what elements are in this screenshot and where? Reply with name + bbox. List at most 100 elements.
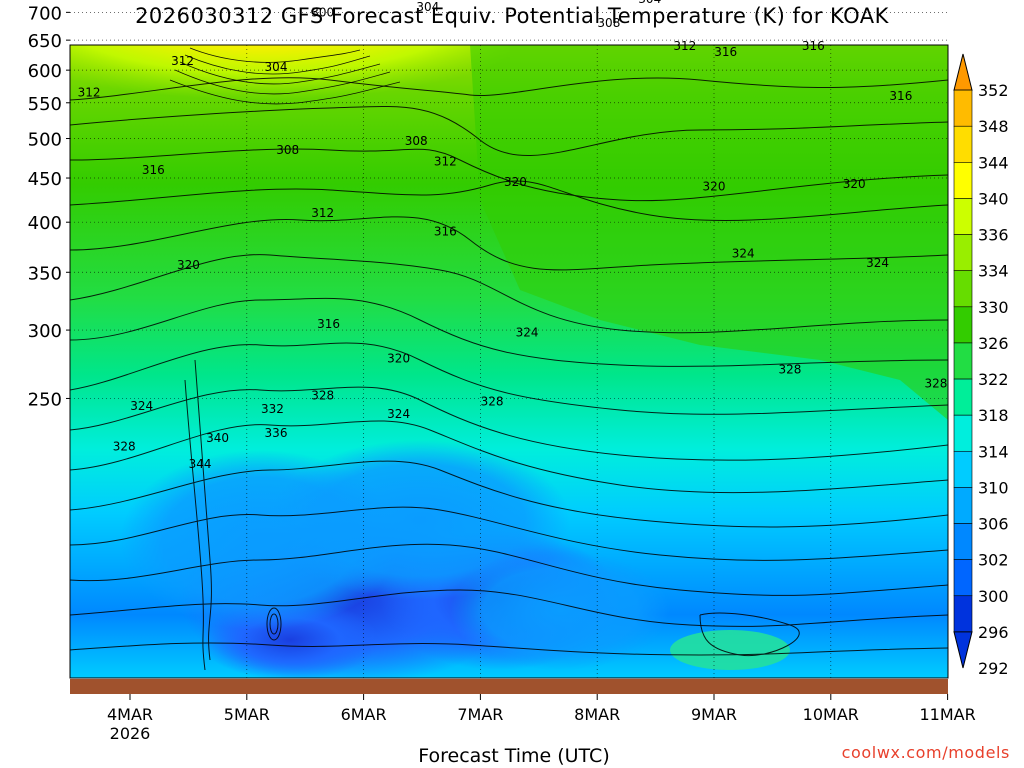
x-tick-label: 8MAR (574, 705, 620, 724)
x-tick-label: 6MAR (341, 705, 387, 724)
ground-surface (70, 679, 948, 694)
colorbar-band (953, 378, 973, 416)
contour-label: 324 (387, 407, 410, 421)
contour-label: 304 (416, 0, 439, 14)
contour-label: 304 (638, 0, 661, 6)
colorbar-band (953, 595, 973, 633)
contour-label: 316 (434, 225, 457, 239)
colorbar-band (953, 450, 973, 488)
x-tick-label: 4MAR (107, 705, 153, 724)
contour-label: 300 (311, 5, 334, 19)
y-tick-label: 250 (28, 389, 62, 410)
contour-label: 320 (177, 258, 200, 272)
contour-label: 324 (516, 326, 539, 340)
contour-label: 312 (311, 206, 334, 220)
colorbar-band (953, 89, 973, 127)
y-tick-label: 550 (28, 94, 62, 115)
contour-label: 336 (265, 426, 288, 440)
x-year-label: 2026 (110, 724, 151, 743)
colorbar-label: 300 (978, 587, 1009, 606)
colorbar-band (953, 414, 973, 452)
x-tick-label: 7MAR (457, 705, 503, 724)
colorbar-label: 352 (978, 81, 1009, 100)
contour-label: 324 (732, 246, 755, 260)
contour-label: 312 (78, 86, 101, 100)
contour-label: 316 (802, 39, 825, 53)
x-tick-label: 5MAR (224, 705, 270, 724)
colorbar-top-arrow (953, 53, 973, 91)
colorbar-label: 322 (978, 370, 1009, 389)
contour-label: 320 (703, 179, 726, 193)
colorbar-label: 336 (978, 226, 1009, 245)
y-tick-label: 350 (28, 263, 62, 284)
colorbar-band (953, 125, 973, 163)
colorbar-label: 302 (978, 551, 1009, 570)
contour-label: 308 (405, 134, 428, 148)
y-tick-label: 700 (28, 3, 62, 24)
x-tick-label: 10MAR (803, 705, 859, 724)
y-tick-label: 400 (28, 213, 62, 234)
colorbar-label: 296 (978, 623, 1009, 642)
plot-frame (69, 44, 949, 679)
contour-label: 328 (481, 394, 504, 408)
contour-label: 308 (597, 16, 620, 30)
chart-title: 2026030312 GFS Forecast Equiv. Potential… (135, 4, 889, 28)
y-tick-label: 450 (28, 169, 62, 190)
x-axis-title: Forecast Time (UTC) (418, 745, 610, 767)
colorbar-band (953, 487, 973, 524)
colorbar-label: 330 (978, 298, 1009, 317)
colorbar-band (953, 523, 973, 560)
contour-label: 316 (142, 163, 165, 177)
contour-label: 308 (276, 143, 299, 157)
y-axis: 2503003504004505005506006507007508008509… (28, 3, 70, 410)
colorbar-bottom-arrow (953, 631, 973, 669)
contour-label: 312 (171, 54, 194, 68)
plot-area (70, 45, 948, 678)
contour-label: 324 (130, 399, 153, 413)
contour-label: 316 (317, 317, 340, 331)
colorbar-band (953, 198, 973, 235)
colorbar-band (953, 270, 973, 308)
contour-label: 320 (387, 352, 410, 366)
contour-label: 328 (778, 363, 801, 377)
colorbar-label: 292 (978, 659, 1009, 678)
contour-label: 316 (714, 45, 737, 59)
colorbar-label: 348 (978, 117, 1009, 136)
colorbar-band (953, 342, 973, 380)
colorbar-label: 334 (978, 262, 1009, 281)
x-tick-label: 9MAR (691, 705, 737, 724)
contour-label: 316 (889, 89, 912, 103)
colorbar-label: 306 (978, 515, 1009, 534)
contour-labels: 344 340 336 332 328 328 328 328 328 324 324 324 324 3… (78, 0, 948, 471)
contour-label: 312 (434, 155, 457, 169)
contour-label: 332 (261, 402, 284, 416)
contour-label: 344 (189, 457, 212, 471)
contour-label: 304 (265, 60, 288, 74)
contour-label: 320 (843, 177, 866, 191)
site-credit: coolwx.com/models (841, 743, 1010, 762)
colorbar-band (953, 559, 973, 597)
contour-label: 328 (113, 439, 136, 453)
y-tick-label: 300 (28, 321, 62, 342)
contour-label: 324 (866, 256, 889, 270)
contour-label: 328 (311, 388, 334, 402)
x-axis: 4MAR 5MAR 6MAR 7MAR 8MAR 9MAR 10MAR 11MAR 2026 (107, 694, 976, 743)
colorbar: 352 348 344 340 336 334 330 326 322 318 314 310 306 3… (953, 53, 1009, 678)
contour-label: 328 (924, 377, 947, 391)
colorbar-band (953, 234, 973, 272)
y-tick-label: 500 (28, 130, 62, 151)
colorbar-label: 318 (978, 406, 1009, 425)
colorbar-label: 326 (978, 334, 1009, 353)
colorbar-label: 314 (978, 442, 1009, 461)
contour-label: 340 (206, 431, 229, 445)
colorbar-label: 344 (978, 153, 1009, 172)
colorbar-band (953, 162, 973, 199)
contour-label: 312 (673, 39, 696, 53)
x-tick-label: 11MAR (919, 705, 975, 724)
colorbar-label: 310 (978, 478, 1009, 497)
colorbar-label: 340 (978, 189, 1009, 208)
y-tick-label: 600 (28, 61, 62, 82)
contour-label: 320 (504, 175, 527, 189)
colorbar-band (953, 306, 973, 344)
